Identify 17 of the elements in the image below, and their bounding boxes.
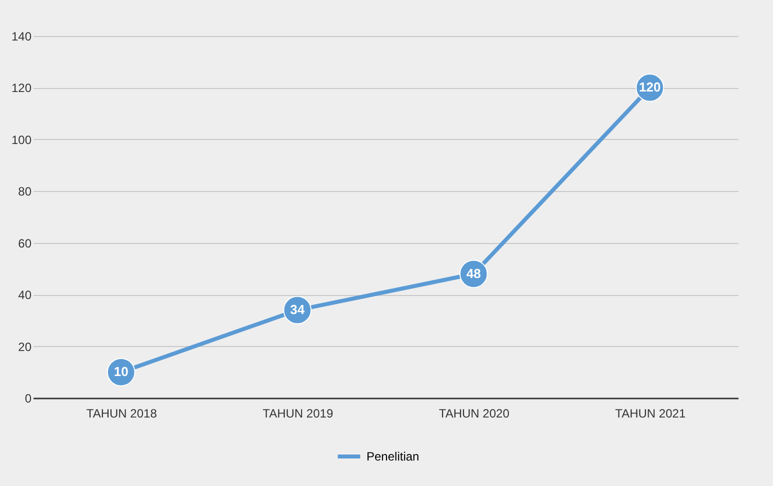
x-tick-label: TAHUN 2018 <box>86 406 158 420</box>
y-tick-label: 40 <box>18 288 32 302</box>
data-label: 48 <box>466 266 481 281</box>
data-label: 34 <box>290 302 306 318</box>
y-tick-label: 20 <box>18 340 32 354</box>
data-label: 120 <box>639 80 661 95</box>
x-tick-label: TAHUN 2021 <box>615 406 686 420</box>
y-tick-label: 0 <box>24 392 32 406</box>
x-tick-label: TAHUN 2020 <box>438 406 510 420</box>
y-tick-label: 120 <box>11 81 32 96</box>
y-tick-label: 140 <box>11 30 32 44</box>
y-tick-label: 80 <box>18 184 32 199</box>
y-tick-label: 60 <box>18 236 32 250</box>
data-label: 10 <box>114 364 128 380</box>
x-tick-label: TAHUN 2019 <box>262 406 334 420</box>
y-tick-label: 100 <box>11 132 32 147</box>
legend-label: Penelitian <box>366 450 420 464</box>
